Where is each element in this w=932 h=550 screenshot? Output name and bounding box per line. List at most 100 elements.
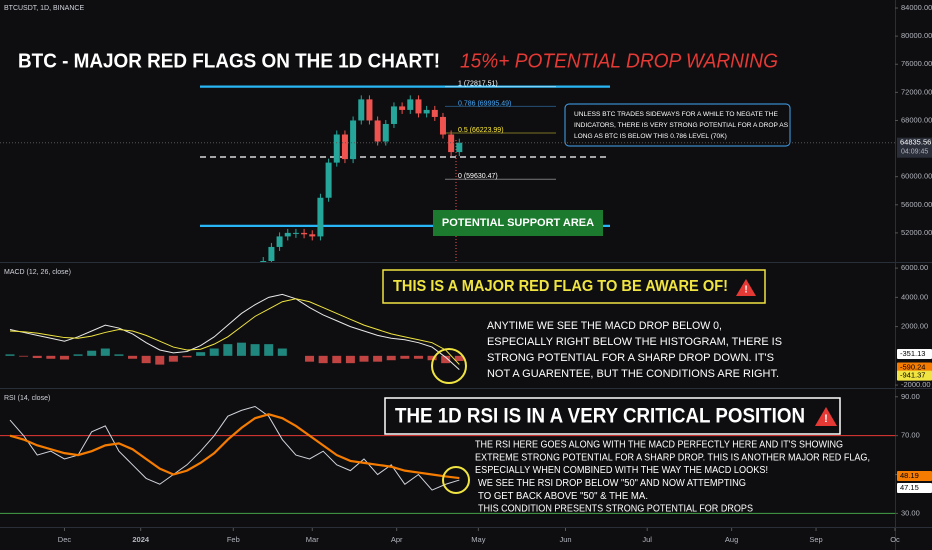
x-tick-label: 2024: [132, 535, 150, 544]
histogram-bar: [332, 355, 342, 364]
histogram-bar: [359, 355, 369, 362]
pane-title: MACD (12, 26, close): [4, 269, 71, 276]
histogram-bar: [223, 344, 233, 356]
note: WE SEE THE RSI DROP BELOW "50" AND NOW A…: [478, 478, 746, 489]
y-tick-label: 80000.00: [901, 31, 932, 40]
note: ANYTIME WE SEE THE MACD DROP BELOW 0,: [487, 320, 722, 332]
last-price: 64835.56: [900, 138, 931, 147]
candle: [260, 261, 267, 262]
histogram-bar: [46, 355, 56, 359]
histogram-bar: [196, 352, 206, 356]
histogram-bar: [32, 355, 42, 359]
histogram-bar: [168, 355, 178, 362]
histogram-bar: [73, 354, 83, 356]
histogram-bar: [5, 354, 15, 356]
value-label: -351.13: [900, 349, 925, 358]
callout: [564, 103, 791, 147]
series-line: [9, 413, 460, 480]
warning-mark: !: [744, 285, 747, 296]
histogram-bar: [59, 355, 69, 360]
warning-mark: !: [824, 413, 828, 425]
headline: THIS IS A MAJOR RED FLAG TO BE AWARE OF!: [393, 278, 728, 295]
histogram-bar: [373, 355, 383, 362]
x-tick-label: Aug: [725, 535, 738, 544]
price-pane: 1 (72817.51) 0.786 (69995.49) 0.5 (66223.9…: [200, 80, 610, 262]
y-tick-label: 6000.00: [901, 263, 928, 272]
histogram-bar: [386, 355, 396, 361]
support-area: [433, 210, 603, 236]
histogram-bar: [441, 355, 451, 364]
candle: [390, 106, 397, 124]
value-box: [897, 483, 932, 494]
candle: [333, 134, 340, 163]
overlay: Dec 2024 Feb Mar Apr May Jun Jul Aug Sep Oc 84000.0…: [0, 3, 932, 544]
candle: [309, 234, 316, 237]
x-tick-label: Feb: [227, 535, 240, 544]
candle: [301, 232, 308, 235]
value-box: [897, 370, 932, 381]
y-tick-label: 4000.00: [901, 292, 928, 301]
value-box: [897, 471, 932, 482]
note: TO GET BACK ABOVE "50" & THE MA.: [478, 491, 648, 502]
histogram-bar: [277, 348, 287, 356]
candle: [366, 99, 373, 121]
symbol: BTCUSDT, 1D, BINANCE: [4, 5, 84, 12]
headline-box: [382, 269, 766, 304]
histogram-bar: [250, 344, 260, 356]
note: EXTREME STRONG POTENTIAL FOR A SHARP DRO…: [475, 452, 870, 463]
y-tick-label: 30.00: [901, 508, 920, 517]
histogram-bar: [264, 344, 274, 356]
y-tick-label: 72000.00: [901, 87, 932, 96]
support-label: POTENTIAL SUPPORT AREA: [442, 217, 594, 229]
series-line: [9, 405, 460, 491]
macd-pane: [5, 293, 464, 370]
highlight: [442, 466, 470, 494]
x-tick-label: Jun: [559, 535, 571, 544]
series-line: [9, 293, 460, 370]
candle: [325, 162, 332, 198]
candle: [407, 99, 414, 110]
histogram-bar: [427, 355, 437, 361]
candle: [341, 134, 348, 160]
y-tick-label: 56000.00: [901, 200, 932, 209]
note: THIS CONDITION PRESENTS STRONG POTENTIAL…: [478, 504, 753, 515]
warning-icon: [736, 279, 756, 296]
candle: [358, 99, 365, 121]
note: ESPECIALLY RIGHT BELOW THE HISTOGRAM, TH…: [487, 336, 782, 348]
countdown: 04:09:45: [901, 149, 928, 156]
y-tick-label: 84000.00: [901, 3, 932, 12]
note: ESPECIALLY WHEN COMBINED WITH THE WAY TH…: [475, 465, 768, 476]
callout-text: LONG AS BTC IS BELOW THIS 0.786 LEVEL (7…: [574, 133, 727, 140]
fib-label: 0 (59630.47): [458, 173, 498, 180]
candle: [431, 109, 438, 117]
histogram-bar: [236, 342, 246, 356]
candle: [317, 197, 324, 237]
fib-label: 1 (72817.51): [458, 80, 498, 87]
y-tick-label: 90.00: [901, 392, 920, 401]
y-tick-label: 76000.00: [901, 59, 932, 68]
histogram-bar: [182, 355, 192, 358]
y-tick-label: -2000.00: [901, 380, 931, 389]
rsi-pane: [0, 405, 895, 514]
value-box: [897, 348, 932, 359]
headline-box: [384, 397, 841, 435]
histogram-bar: [19, 355, 29, 357]
candle: [382, 123, 389, 142]
candle: [399, 106, 406, 110]
candle: [276, 236, 283, 247]
candle: [415, 99, 422, 114]
headline: THE 1D RSI IS IN A VERY CRITICAL POSITIO…: [395, 405, 805, 428]
note: NOT A GUARENTEE, BUT THE CONDITIONS ARE …: [487, 368, 779, 380]
y-tick-label: 2000.00: [901, 322, 928, 331]
candle: [439, 116, 446, 135]
candle: [284, 232, 291, 237]
x-tick-label: Dec: [58, 535, 72, 544]
candle: [350, 120, 357, 160]
highlight: [431, 348, 467, 384]
series-line: [9, 298, 460, 365]
x-tick-label: Mar: [306, 535, 319, 544]
y-tick-label: 70.00: [901, 431, 920, 440]
histogram-bar: [209, 348, 219, 356]
histogram-bar: [318, 355, 328, 364]
